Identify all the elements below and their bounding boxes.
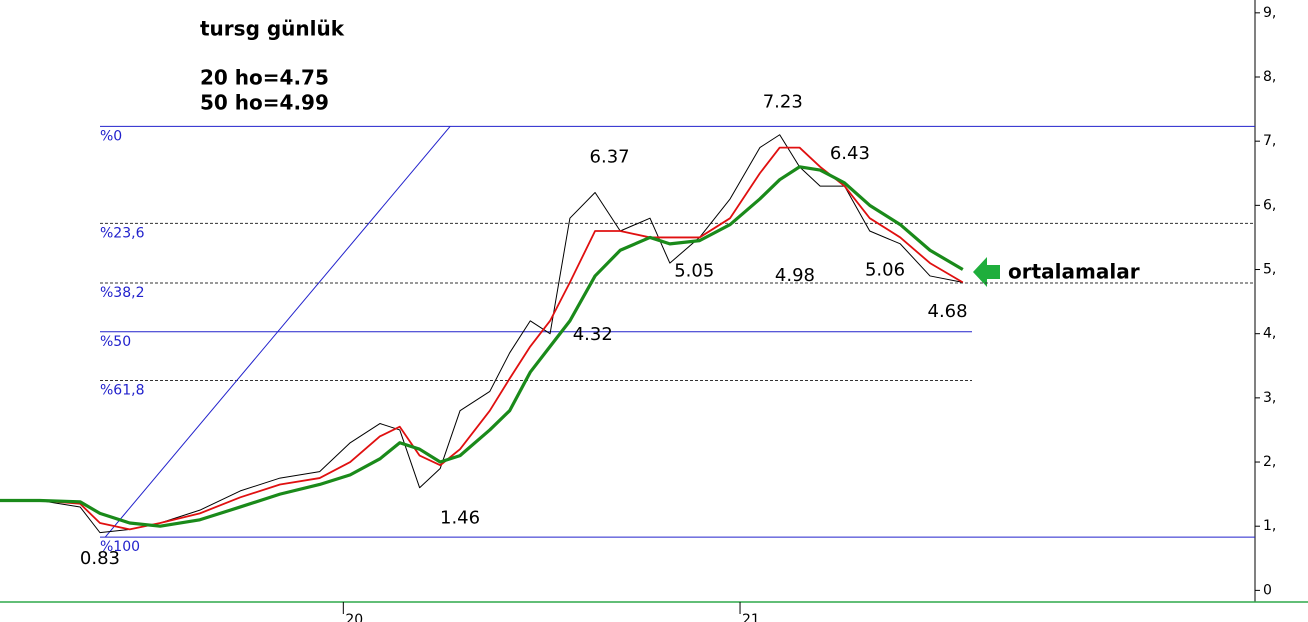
- y-tick-label: 7,: [1263, 133, 1276, 149]
- price-annotation: 6.43: [830, 143, 870, 164]
- fib-label: %38,2: [100, 285, 144, 301]
- y-tick-label: 2,: [1263, 454, 1276, 470]
- series-line: [0, 134, 963, 534]
- subtitle: 20 ho=4.75: [200, 66, 329, 90]
- y-tick-label: 1,: [1263, 518, 1276, 534]
- price-annotation: 1.46: [440, 508, 480, 529]
- fib-label: %100: [100, 539, 140, 555]
- subtitle: 50 ho=4.99: [200, 91, 329, 115]
- price-annotation: 4.98: [775, 265, 815, 286]
- x-tick-label: 20: [345, 612, 363, 622]
- series-line: [0, 165, 964, 528]
- price-annotation: 4.32: [573, 324, 613, 345]
- price-annotation: 0.83: [80, 548, 120, 569]
- y-tick-label: 6,: [1263, 197, 1276, 213]
- callout: ortalamalar: [1008, 260, 1140, 284]
- y-tick-label: 8,: [1263, 69, 1276, 85]
- trendline: [104, 126, 451, 538]
- price-annotation: 4.68: [928, 301, 968, 322]
- y-tick-label: 3,: [1263, 390, 1276, 406]
- y-tick-label: 0: [1263, 582, 1272, 598]
- x-tick-label: 21: [742, 612, 760, 622]
- price-annotation: 6.37: [590, 147, 630, 168]
- fib-label: %50: [100, 334, 131, 350]
- y-tick-label: 5,: [1263, 262, 1276, 278]
- fib-label: %23,6: [100, 225, 145, 241]
- chart-title: tursg günlük: [200, 17, 345, 41]
- price-annotation: 5.06: [865, 260, 905, 281]
- y-tick-label: 9,: [1263, 5, 1276, 21]
- fib-label: %61,8: [100, 383, 144, 399]
- price-annotation: 5.05: [674, 260, 714, 281]
- fib-label: %0: [100, 128, 122, 144]
- callout-arrow: [973, 257, 1000, 287]
- y-tick-label: 4,: [1263, 326, 1276, 342]
- series-line: [0, 146, 964, 531]
- price-annotation: 7.23: [763, 91, 803, 112]
